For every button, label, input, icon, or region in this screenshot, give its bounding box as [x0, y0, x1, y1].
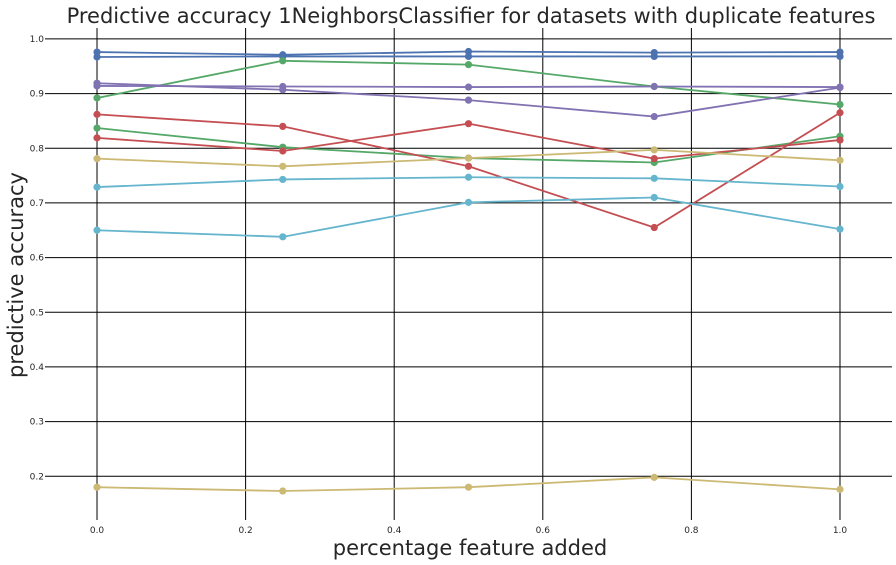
y-tick-label: 0.6: [30, 254, 45, 264]
series-1: [93, 47, 844, 59]
data-point: [836, 485, 844, 493]
series-9: [93, 146, 844, 170]
data-point: [279, 122, 287, 130]
data-point: [279, 175, 287, 184]
data-point: [836, 100, 844, 109]
data-point: [836, 83, 844, 91]
data-point: [93, 155, 101, 163]
y-axis-label: predictive accuracy: [4, 172, 28, 378]
data-point: [464, 173, 473, 181]
x-tick-label: 0.8: [684, 526, 699, 536]
data-point: [464, 120, 473, 128]
data-point: [464, 47, 473, 56]
data-point: [93, 82, 101, 90]
tick-labels: 0.0 0.2 0.4 0.6 0.8 1.0 0.2 0.3 0.4 0.5 0.6 0.7 0.8 0…: [30, 35, 848, 536]
data-point: [93, 124, 101, 132]
series-8: [93, 82, 844, 91]
series-12: [93, 193, 844, 241]
data-point: [93, 226, 101, 234]
data-point: [464, 162, 473, 170]
x-tick-label: 1.0: [833, 526, 848, 536]
y-tick-label: 0.9: [30, 90, 45, 100]
x-tick-label: 0.2: [238, 526, 252, 536]
data-point: [650, 473, 658, 481]
data-point: [279, 57, 287, 65]
y-tick-label: 0.4: [30, 363, 45, 373]
data-point: [93, 134, 101, 142]
data-point: [464, 96, 473, 104]
x-axis-label: percentage feature added: [333, 536, 608, 560]
data-point: [650, 82, 658, 91]
series-2: [93, 52, 844, 61]
data-point: [650, 155, 658, 163]
y-tick-label: 0.8: [30, 144, 45, 154]
data-point: [93, 53, 101, 61]
y-tick-label: 0.2: [30, 472, 44, 482]
y-tick-label: 0.3: [30, 418, 44, 428]
data-point: [836, 136, 844, 144]
data-point: [836, 225, 844, 233]
x-tick-label: 0.6: [536, 526, 551, 536]
series-10: [93, 473, 844, 495]
data-point: [464, 154, 473, 162]
data-point: [650, 146, 658, 154]
data-point: [836, 182, 844, 191]
data-point: [93, 48, 101, 56]
data-point: [836, 52, 844, 61]
data-point: [464, 52, 473, 61]
data-point: [279, 233, 287, 241]
data-point: [93, 483, 101, 491]
data-point: [836, 156, 844, 164]
data-point: [836, 109, 844, 117]
data-point: [464, 198, 473, 206]
data-point: [650, 174, 658, 182]
y-tick-label: 0.7: [30, 199, 44, 209]
data-point: [279, 82, 287, 91]
data-point: [650, 112, 658, 121]
data-point: [279, 147, 287, 155]
data-point: [93, 183, 101, 191]
data-point: [464, 483, 473, 491]
data-point: [93, 110, 101, 118]
data-point: [93, 94, 101, 102]
data-point: [279, 162, 287, 170]
data-point: [464, 83, 473, 91]
series-6: [93, 120, 844, 163]
x-tick-label: 0.4: [387, 526, 402, 536]
data-point: [279, 487, 287, 495]
data-point: [650, 193, 658, 202]
data-point: [650, 223, 658, 232]
x-tick-label: 0.0: [90, 526, 105, 536]
y-tick-label: 1.0: [30, 35, 45, 45]
series-11: [93, 173, 844, 191]
chart-title: Predictive accuracy 1NeighborsClassifier…: [67, 4, 876, 28]
data-point: [464, 61, 473, 69]
y-tick-label: 0.5: [30, 308, 44, 318]
series-lines: [93, 47, 844, 495]
series-5: [93, 109, 844, 232]
data-point: [650, 52, 658, 61]
